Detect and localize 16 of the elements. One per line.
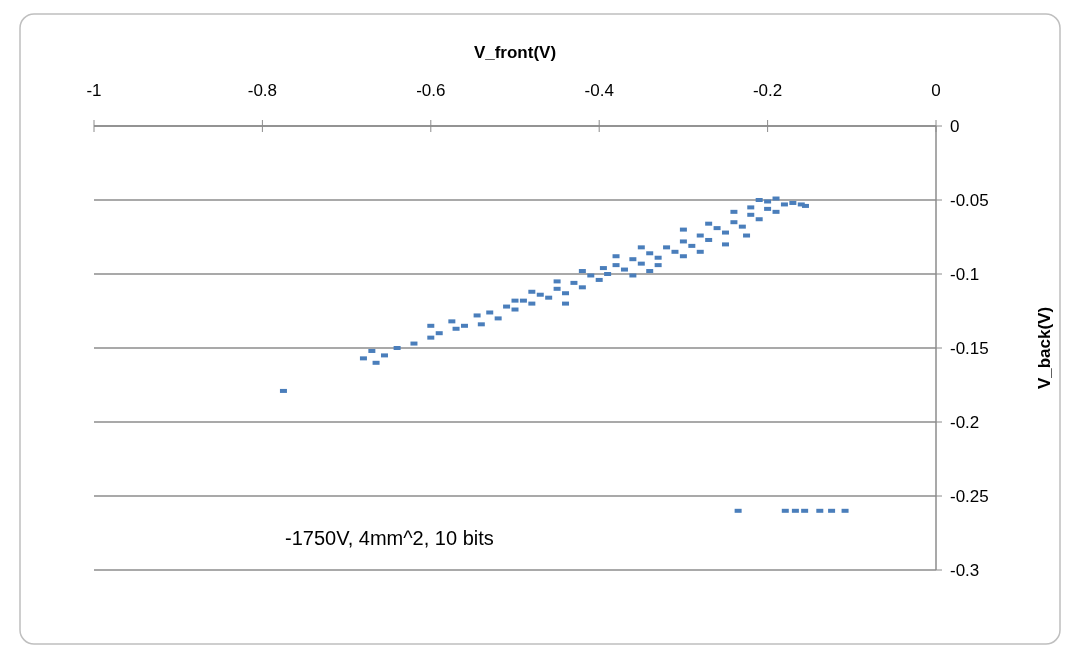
x-tick-label: -0.2: [752, 81, 783, 100]
y-tick-label: -0.05: [950, 191, 989, 210]
annotation: -1750V, 4mm^2, 10 bits: [285, 527, 494, 549]
x-axis-title: V_front(V): [473, 43, 557, 62]
y-tick-label: -0.15: [950, 339, 989, 358]
y-tick-label: -0.1: [950, 265, 980, 284]
y-tick-label: -0.2: [950, 413, 980, 432]
y-tick-label: -0.3: [950, 561, 980, 580]
y-axis-title: V_back(V): [1035, 306, 1054, 390]
x-tick-label: -0.6: [416, 81, 446, 100]
x-tick-label: -1: [86, 81, 102, 100]
x-tick-label: -0.8: [247, 81, 278, 100]
y-tick-label: 0: [950, 117, 960, 136]
y-tick-label: -0.25: [950, 487, 989, 506]
x-tick-label: -0.4: [584, 81, 614, 100]
x-tick-label: 0: [931, 81, 941, 100]
